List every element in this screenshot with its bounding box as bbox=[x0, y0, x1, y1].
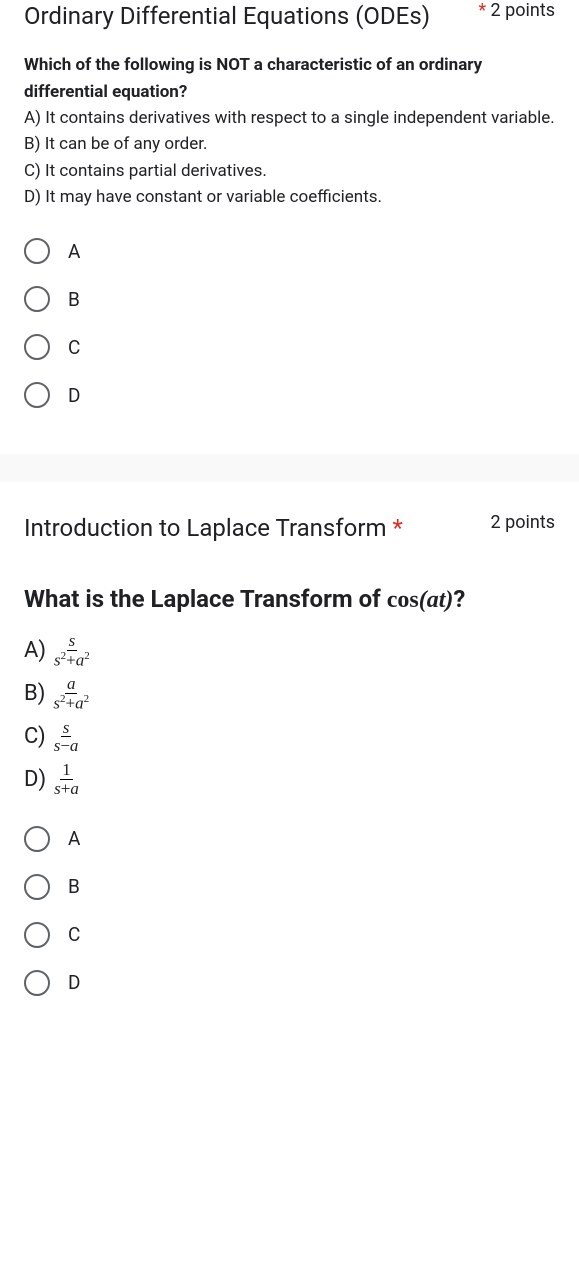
numerator: 1 bbox=[60, 761, 73, 780]
question-header: Introduction to Laplace Transform * 2 po… bbox=[24, 512, 555, 584]
radio-button-icon[interactable] bbox=[24, 970, 50, 996]
fraction: s s−a bbox=[52, 719, 81, 756]
question-suffix: ? bbox=[453, 585, 465, 613]
points-label: * 2 points bbox=[466, 0, 555, 21]
choice-text-d: D) It may have constant or variable coef… bbox=[24, 184, 555, 210]
radio-label: A bbox=[68, 240, 80, 263]
radio-button-icon[interactable] bbox=[24, 334, 50, 360]
question-prefix: What is the Laplace Transform of bbox=[24, 585, 387, 613]
choice-letter: C) bbox=[24, 724, 46, 749]
numerator: s bbox=[61, 719, 72, 738]
radio-label: D bbox=[68, 971, 80, 994]
question-body: Which of the following is NOT a characte… bbox=[24, 52, 555, 210]
radio-button-icon[interactable] bbox=[24, 286, 50, 312]
radio-group-q2: A B C D bbox=[24, 826, 555, 996]
radio-button-icon[interactable] bbox=[24, 874, 50, 900]
required-asterisk: * bbox=[392, 514, 402, 542]
radio-option-d[interactable]: D bbox=[24, 970, 555, 996]
radio-label: A bbox=[68, 827, 80, 850]
choice-letter: B) bbox=[24, 681, 45, 706]
choice-letter: A) bbox=[24, 638, 46, 663]
radio-option-a[interactable]: A bbox=[24, 238, 555, 264]
radio-button-icon[interactable] bbox=[24, 826, 50, 852]
denominator: s2+a2 bbox=[52, 651, 92, 670]
question-title: Ordinary Differential Equations (ODEs) bbox=[24, 0, 430, 32]
question-header: Ordinary Differential Equations (ODEs) *… bbox=[24, 0, 555, 52]
radio-label: C bbox=[68, 336, 80, 359]
title-text: Introduction to Laplace Transform bbox=[24, 514, 387, 542]
radio-button-icon[interactable] bbox=[24, 382, 50, 408]
radio-group-q1: A B C D bbox=[24, 238, 555, 408]
radio-option-d[interactable]: D bbox=[24, 382, 555, 408]
choice-text-c: C) It contains partial derivatives. bbox=[24, 158, 555, 184]
radio-label: B bbox=[68, 875, 80, 898]
section-divider bbox=[0, 454, 579, 482]
denominator: s−a bbox=[52, 737, 81, 755]
math-choice-c: C) s s−a bbox=[24, 719, 555, 756]
question-card-laplace: Introduction to Laplace Transform * 2 po… bbox=[0, 482, 579, 1041]
radio-option-b[interactable]: B bbox=[24, 874, 555, 900]
math-choice-a: A) s s2+a2 bbox=[24, 632, 555, 669]
question-stem: What is the Laplace Transform of cos(at)… bbox=[24, 585, 555, 614]
radio-button-icon[interactable] bbox=[24, 922, 50, 948]
points-label: 2 points bbox=[479, 512, 555, 533]
math-choices: A) s s2+a2 B) a s2+a2 C) s s−a D) 1 s+a bbox=[24, 632, 555, 798]
radio-label: B bbox=[68, 288, 80, 311]
numerator: s bbox=[67, 632, 78, 651]
choice-letter: D) bbox=[24, 767, 46, 792]
radio-option-c[interactable]: C bbox=[24, 922, 555, 948]
denominator: s2+a2 bbox=[51, 694, 91, 713]
required-asterisk: * bbox=[478, 0, 486, 21]
math-choice-d: D) 1 s+a bbox=[24, 761, 555, 798]
numerator: a bbox=[65, 675, 78, 694]
radio-option-b[interactable]: B bbox=[24, 286, 555, 312]
fraction: a s2+a2 bbox=[51, 675, 91, 712]
denominator: s+a bbox=[52, 780, 81, 798]
fraction: 1 s+a bbox=[52, 761, 81, 798]
question-stem: Which of the following is NOT a characte… bbox=[24, 52, 555, 105]
math-choice-b: B) a s2+a2 bbox=[24, 675, 555, 712]
points-value: 2 points bbox=[491, 0, 555, 21]
choice-text-a: A) It contains derivatives with respect … bbox=[24, 105, 555, 131]
math-arg: (at) bbox=[419, 587, 454, 613]
radio-button-icon[interactable] bbox=[24, 238, 50, 264]
radio-label: C bbox=[68, 923, 80, 946]
question-title: Introduction to Laplace Transform * bbox=[24, 512, 403, 544]
choice-text-b: B) It can be of any order. bbox=[24, 131, 555, 157]
math-fn: cos bbox=[387, 587, 419, 613]
points-value: 2 points bbox=[491, 512, 555, 533]
fraction: s s2+a2 bbox=[52, 632, 92, 669]
radio-option-a[interactable]: A bbox=[24, 826, 555, 852]
radio-option-c[interactable]: C bbox=[24, 334, 555, 360]
title-text: Ordinary Differential Equations (ODEs) bbox=[24, 2, 430, 30]
question-card-odes: Ordinary Differential Equations (ODEs) *… bbox=[0, 0, 579, 454]
radio-label: D bbox=[68, 384, 80, 407]
